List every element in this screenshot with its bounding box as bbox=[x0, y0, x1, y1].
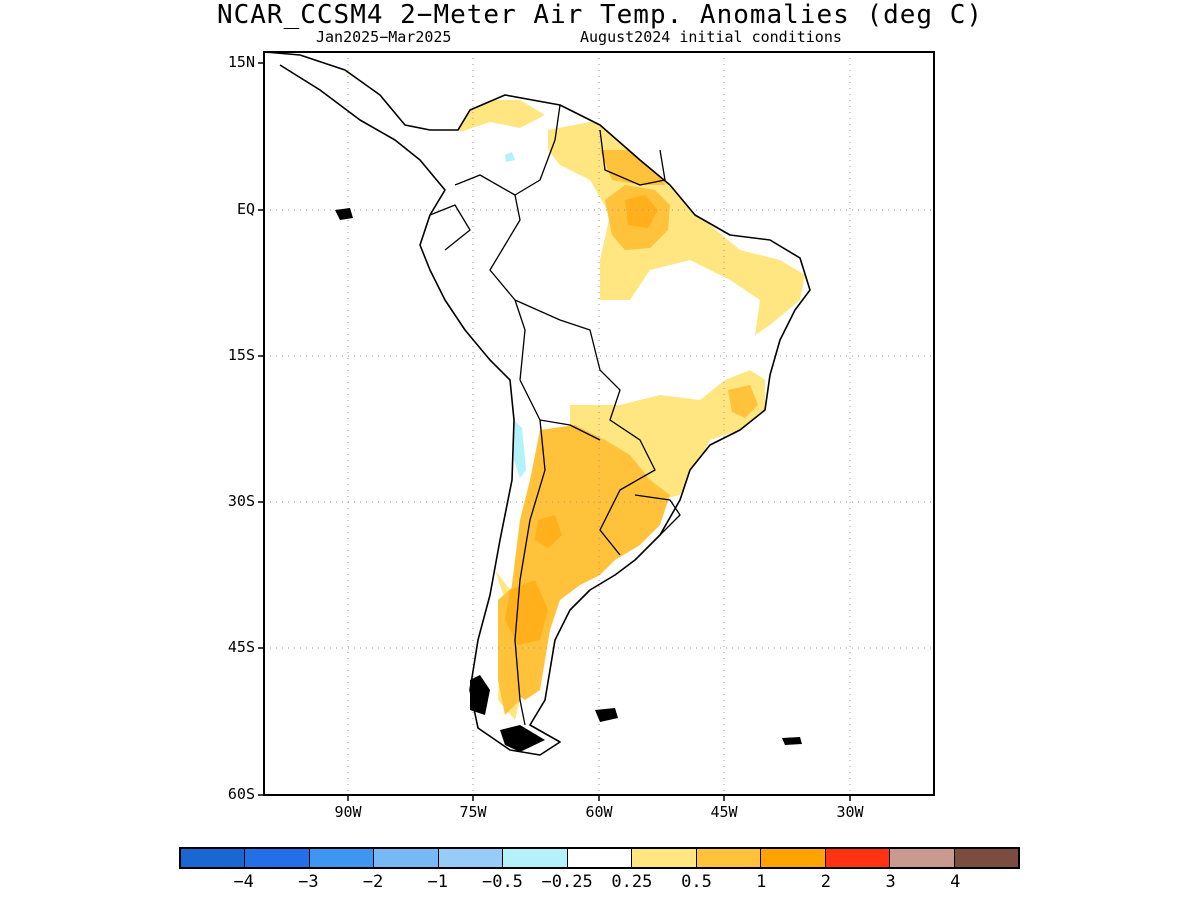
anomaly-guiana-orange bbox=[600, 150, 665, 185]
legend-label: 2 bbox=[820, 872, 832, 892]
anomaly-north-light bbox=[455, 100, 545, 132]
color-legend bbox=[179, 847, 1020, 869]
lat-label: 60S bbox=[227, 785, 255, 803]
legend-swatch bbox=[309, 849, 375, 867]
legend-swatch bbox=[567, 849, 633, 867]
legend-swatch bbox=[632, 849, 697, 867]
islands bbox=[335, 208, 802, 752]
legend-swatch bbox=[954, 849, 1019, 867]
anomaly-chaco-orange bbox=[505, 425, 670, 700]
legend-label: −0.5 bbox=[481, 872, 523, 892]
legend-swatch bbox=[181, 849, 246, 867]
lon-label: 90W bbox=[334, 803, 362, 821]
legend-label: −0.25 bbox=[541, 872, 593, 892]
lon-label: 30W bbox=[836, 803, 864, 821]
anomaly-southeast-orange bbox=[728, 385, 758, 418]
axis-ticks bbox=[258, 62, 851, 801]
legend-label: −4 bbox=[233, 872, 254, 892]
legend-swatch bbox=[890, 849, 955, 867]
legend-swatch bbox=[503, 849, 568, 867]
legend-swatch bbox=[438, 849, 504, 867]
lon-label: 60W bbox=[585, 803, 613, 821]
lat-label: 15S bbox=[227, 346, 255, 364]
map-gridlines bbox=[264, 52, 934, 795]
anomaly-chile-cool bbox=[514, 420, 526, 478]
legend-label: −1 bbox=[427, 872, 448, 892]
lat-label: 15N bbox=[227, 53, 255, 71]
lat-label: 30S bbox=[227, 492, 255, 510]
legend-label: −3 bbox=[298, 872, 319, 892]
legend-label: 4 bbox=[950, 872, 961, 892]
legend-swatch bbox=[825, 849, 891, 867]
legend-label: 1 bbox=[756, 872, 767, 892]
map-title: NCAR_CCSM4 2−Meter Air Temp. Anomalies (… bbox=[216, 0, 984, 30]
lon-label: 45W bbox=[710, 803, 738, 821]
legend-swatch bbox=[245, 849, 310, 867]
anomaly-central-light bbox=[570, 370, 765, 500]
legend-swatch bbox=[374, 849, 439, 867]
forecast-period: Jan2025−Mar2025 bbox=[316, 28, 452, 46]
legend-label: 0.5 bbox=[681, 872, 712, 892]
lon-label: 75W bbox=[459, 803, 487, 821]
lat-label: 45S bbox=[227, 638, 255, 656]
anomaly-amazon-core bbox=[625, 195, 658, 228]
legend-swatch bbox=[761, 849, 826, 867]
coastlines bbox=[264, 52, 811, 756]
anomaly-colombia-cool bbox=[505, 152, 515, 162]
lat-label: EQ bbox=[236, 200, 255, 218]
country-borders bbox=[429, 104, 681, 726]
legend-label: 3 bbox=[885, 872, 896, 892]
initial-conditions: August2024 initial conditions bbox=[580, 28, 842, 46]
legend-swatch bbox=[696, 849, 762, 867]
legend-label: −2 bbox=[362, 872, 384, 892]
legend-label: 0.25 bbox=[611, 872, 653, 892]
anomaly-pampas-core bbox=[535, 515, 562, 548]
